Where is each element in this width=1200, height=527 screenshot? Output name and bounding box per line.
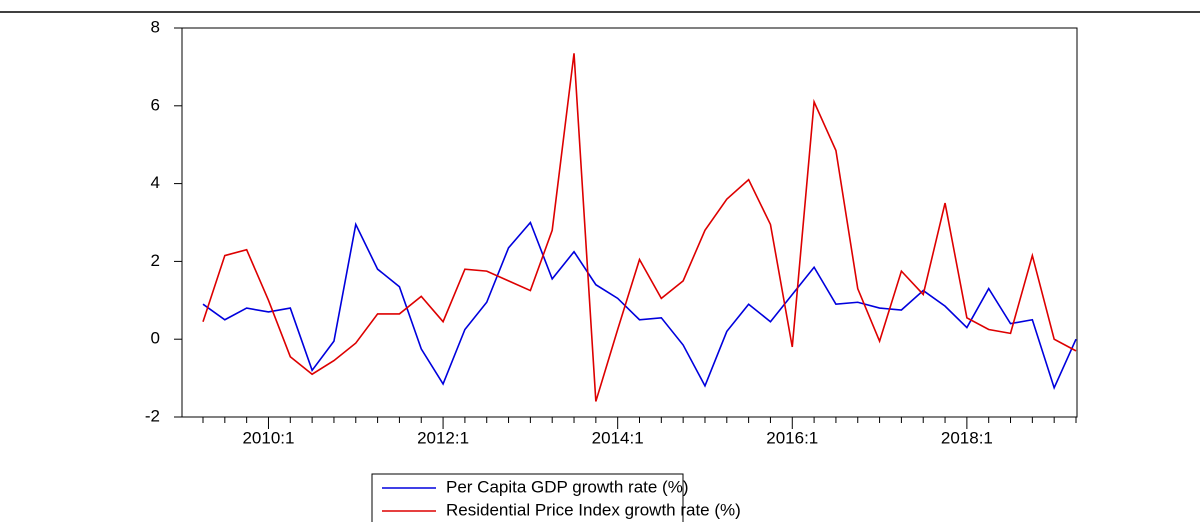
series-line (202, 53, 1077, 402)
x-tick-label: 2014:1 (592, 428, 644, 447)
legend-box (371, 473, 684, 527)
legend-label: Per Capita GDP growth rate (%) (446, 477, 689, 496)
legend-label: Residential Price Index growth rate (%) (446, 500, 741, 519)
x-tick-label: 2018:1 (941, 428, 993, 447)
x-tick-label: 2016:1 (766, 428, 818, 447)
y-tick-label: 4 (151, 173, 160, 192)
y-tick-label: -2 (145, 406, 160, 425)
series-line (202, 220, 1077, 391)
y-tick-label: 6 (151, 95, 160, 114)
y-tick-label: 2 (151, 251, 160, 270)
x-tick-label: 2012:1 (417, 428, 469, 447)
y-tick-label: 8 (151, 17, 160, 36)
y-tick-label: 0 (151, 329, 160, 348)
x-tick-label: 2010:1 (242, 428, 294, 447)
plot-frame (181, 27, 1078, 418)
